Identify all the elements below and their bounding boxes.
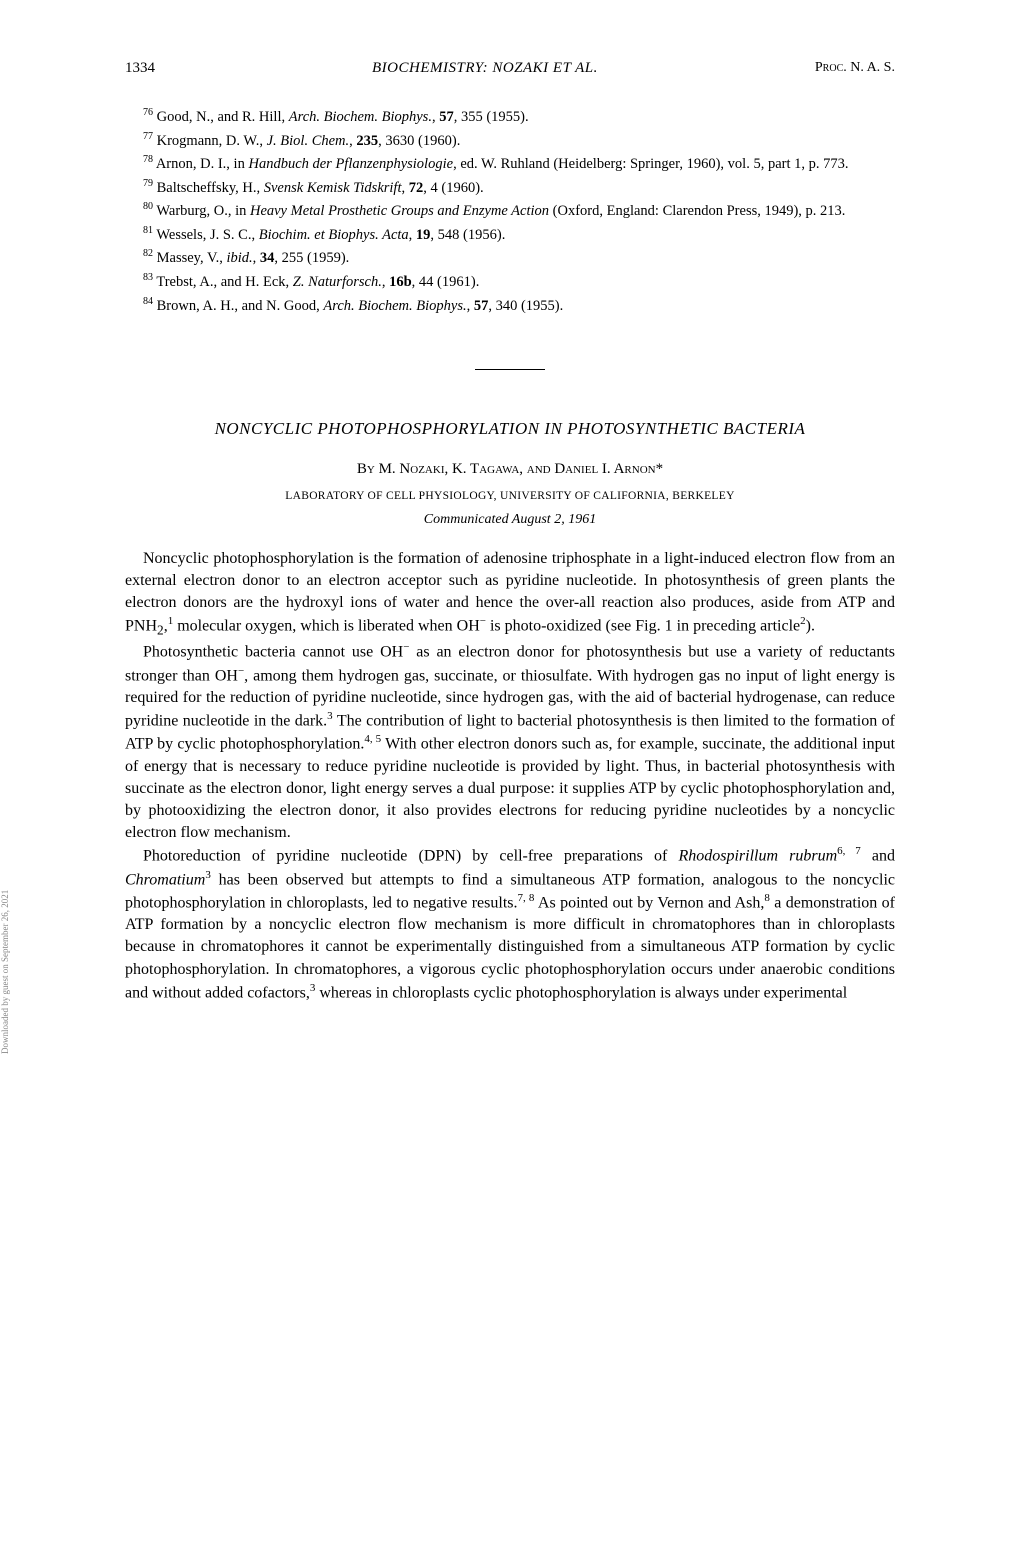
running-head: BIOCHEMISTRY: NOZAKI ET AL. [372,60,598,77]
running-header: 1334 BIOCHEMISTRY: NOZAKI ET AL. Proc. N… [125,60,895,77]
download-note: Downloaded by guest on September 26, 202… [0,890,10,1054]
reference-item: 78 Arnon, D. I., in Handbuch der Pflanze… [125,152,895,176]
reference-item: 84 Brown, A. H., and N. Good, Arch. Bioc… [125,294,895,318]
reference-item: 82 Massey, V., ibid., 34, 255 (1959). [125,246,895,270]
reference-item: 77 Krogmann, D. W., J. Biol. Chem., 235,… [125,129,895,153]
reference-item: 76 Good, N., and R. Hill, Arch. Biochem.… [125,105,895,129]
affiliation: LABORATORY OF CELL PHYSIOLOGY, UNIVERSIT… [125,490,895,502]
body-paragraph: Photoreduction of pyridine nucleotide (D… [125,844,895,1004]
authors: M. Nozaki, K. Tagawa, and Daniel I. Arno… [379,461,664,477]
byline: By M. Nozaki, K. Tagawa, and Daniel I. A… [125,461,895,478]
body-paragraph: Photosynthetic bacteria cannot use OH− a… [125,640,895,844]
communicated: Communicated August 2, 1961 [125,512,895,528]
article-title: NONCYCLIC PHOTOPHOSPHORYLATION IN PHOTOS… [125,417,895,441]
reference-item: 81 Wessels, J. S. C., Biochim. et Biophy… [125,223,895,247]
by-label: By [357,461,375,477]
body-paragraph: Noncyclic photophosphorylation is the fo… [125,548,895,640]
reference-item: 83 Trebst, A., and H. Eck, Z. Naturforsc… [125,270,895,294]
proc-label: Proc. N. A. S. [815,60,895,77]
reference-item: 80 Warburg, O., in Heavy Metal Prostheti… [125,199,895,223]
reference-item: 79 Baltscheffsky, H., Svensk Kemisk Tids… [125,176,895,200]
references-block: 76 Good, N., and R. Hill, Arch. Biochem.… [125,105,895,317]
page-number: 1334 [125,60,155,77]
article-body: Noncyclic photophosphorylation is the fo… [125,548,895,1004]
section-divider [125,357,895,375]
